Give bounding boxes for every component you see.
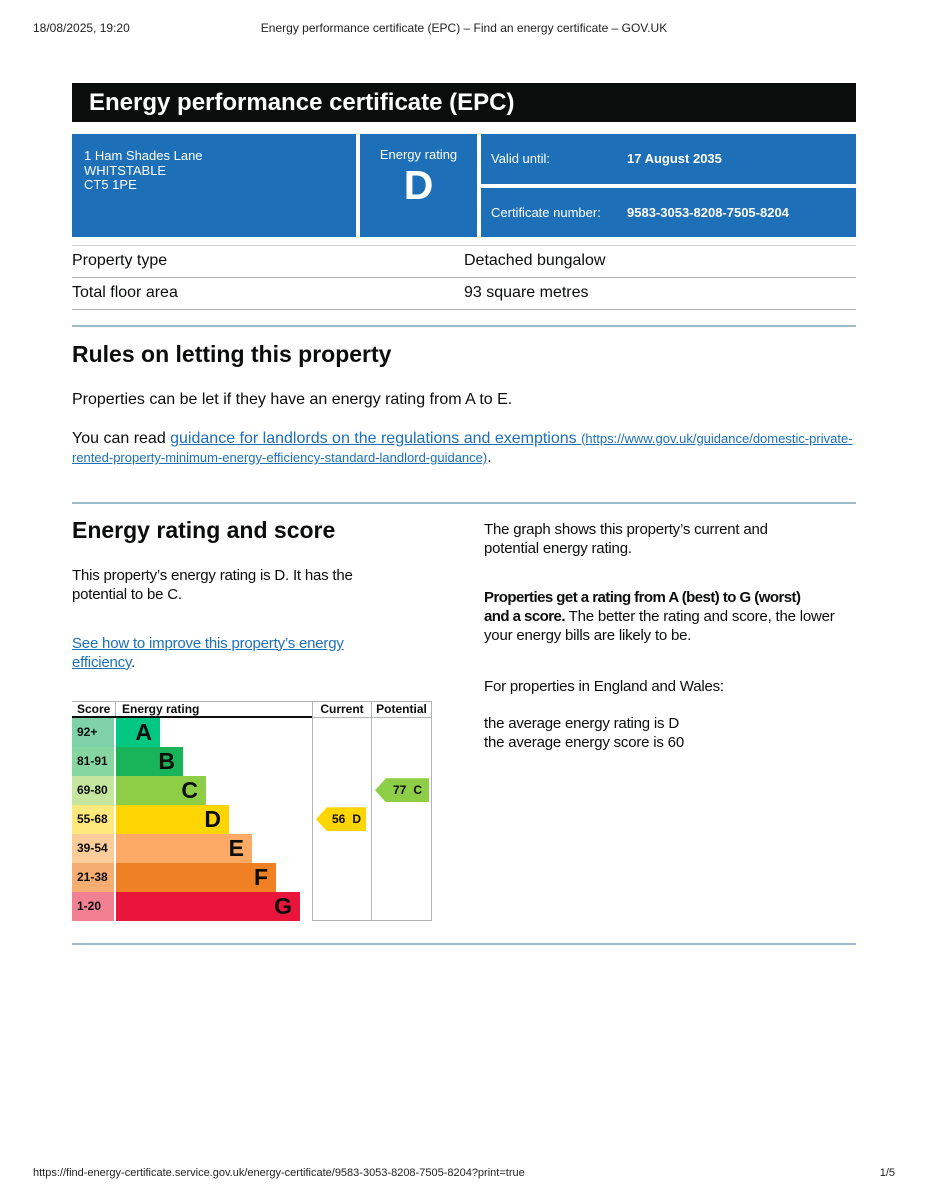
section-divider [72,942,856,945]
row-label: Property type [72,252,168,269]
energy-rating-column-header: Energy rating [122,701,200,716]
guidance-link-url: (https://www.gov.uk/guidance/domestic-pr… [72,430,853,466]
letting-rules-heading: Rules on letting this property [72,341,392,367]
chart-column-line [431,717,432,921]
band-score-range: 1-20 [72,891,116,921]
potential-column-header: Potential [371,701,432,718]
rating-explanation-para: Properties get a rating from A (best) to… [484,588,856,645]
property-address: 1 Ham Shades Lane WHITSTABLE CT5 1PE [72,134,356,237]
letting-rules-para: Properties can be let if they have an en… [72,391,513,409]
certificate-number-row: Certificate number: 9583-3053-8208-7505-… [481,187,856,237]
letting-guidance-para: You can read guidance for landlords on t… [72,429,856,468]
valid-until-row: Valid until: 17 August 2035 [481,134,856,184]
epc-band-row-c: 69-80 C [72,775,432,805]
row-label: Total floor area [72,284,178,301]
landlord-guidance-link[interactable]: guidance for landlords on the regulation… [72,430,853,467]
rating-heading: Energy rating and score [72,516,336,543]
epc-band-row-e: 39-54 E [72,833,432,863]
current-rating-arrow: 56 D [316,807,366,832]
averages-para: the average energy rating is D the avera… [484,714,684,751]
certificate-number-label: Certificate number: [491,204,601,220]
band-bar-c: C [116,775,206,805]
band-score-range: 21-38 [72,862,116,892]
certificate-number-value: 9583-3053-8208-7505-8204 [627,204,789,220]
guidance-para-suffix: . [487,449,492,467]
improve-para: See how to improve this property’s energ… [72,634,433,672]
section-divider [72,325,856,327]
chart-column-line [371,717,372,921]
rating-left-column: Energy rating and score This property’s … [72,516,433,921]
table-row: Property type Detached bungalow [72,246,856,278]
potential-rating-arrow-score: 77 [392,783,407,798]
current-rating-arrow-score: 56 [331,812,346,827]
property-details-table: Property type Detached bungalow Total fl… [72,245,856,310]
band-score-range: 81-91 [72,746,116,776]
current-rating-arrow-band: D [352,812,362,827]
certificate-summary-banner: 1 Ham Shades Lane WHITSTABLE CT5 1PE Ene… [72,134,856,237]
band-bar-e: E [116,833,252,863]
graph-intro-para: The graph shows this property’s current … [484,520,768,557]
section-divider [72,501,856,504]
footer-url: https://find-energy-certificate.service.… [33,1167,525,1179]
page-number: 1/5 [879,1167,895,1179]
improve-link-suffix: . [131,653,136,671]
rating-right-column: The graph shows this property’s current … [484,518,856,921]
epc-header-left: Score Energy rating [72,701,312,718]
rating-summary: This property’s energy rating is D. It h… [72,566,353,603]
certificate-page: Energy performance certificate (EPC) 1 H… [72,83,856,945]
epc-band-row-g: 1-20 G [72,891,432,921]
england-wales-para: For properties in England and Wales: [484,677,724,695]
valid-until-value: 17 August 2035 [627,151,722,167]
epc-chart-header: Score Energy rating Current Potential [72,700,432,718]
guidance-para-prefix: You can read [72,429,171,447]
row-value: Detached bungalow [464,252,606,269]
band-bar-d: D [116,804,229,834]
chart-bottom-line [312,919,432,921]
epc-band-row-a: 92+ A [72,717,432,747]
epc-band-row-f: 21-38 F [72,862,432,892]
band-bar-g: G [116,891,300,921]
band-bar-b: B [116,746,183,776]
rating-section: Energy rating and score This property’s … [72,516,856,921]
print-footer: https://find-energy-certificate.service.… [33,1167,895,1179]
score-column-header: Score [72,701,116,716]
energy-rating-panel: Energy rating D [360,134,477,237]
epc-rows: 92+ A 81-91 B 69-80 C 55-68 D 39-54 E 21-38 F 1-20 G 5… [72,717,432,921]
energy-rating-value: D [403,162,434,208]
band-score-range: 69-80 [72,775,116,805]
potential-rating-arrow-band: C [413,783,423,798]
valid-until-label: Valid until: [491,151,551,167]
potential-rating-arrow: 77 C [375,778,429,803]
print-title: Energy performance certificate (EPC) – F… [260,21,668,35]
improve-efficiency-link[interactable]: See how to improve this property’s energ… [72,634,344,671]
band-score-range: 55-68 [72,804,116,834]
certificate-title-banner: Energy performance certificate (EPC) [72,83,856,122]
page-title: Energy performance certificate (EPC) [89,89,515,116]
band-bar-a: A [116,717,160,747]
table-row: Total floor area 93 square metres [72,278,856,310]
chart-column-line [312,717,313,921]
energy-rating-label: Energy rating [379,147,458,162]
current-column-header: Current [312,701,371,718]
guidance-link-text: guidance for landlords on the regulation… [170,429,582,447]
print-datetime: 18/08/2025, 19:20 [33,21,130,35]
rating-explanation-rest: The better the rating and score, the low… [484,607,835,644]
epc-band-row-b: 81-91 B [72,746,432,776]
certificate-meta-panel: Valid until: 17 August 2035 Certificate … [481,134,856,237]
epc-band-row-d: 55-68 D [72,804,432,834]
band-score-range: 39-54 [72,833,116,863]
epc-rating-chart: Score Energy rating Current Potential 92… [72,700,432,921]
print-header: 18/08/2025, 19:20 Energy performance cer… [0,0,928,36]
band-bar-f: F [116,862,276,892]
band-score-range: 92+ [72,717,116,747]
rating-explanation-bold: Properties get a rating from A (best) to… [484,588,801,625]
row-value: 93 square metres [464,284,589,301]
